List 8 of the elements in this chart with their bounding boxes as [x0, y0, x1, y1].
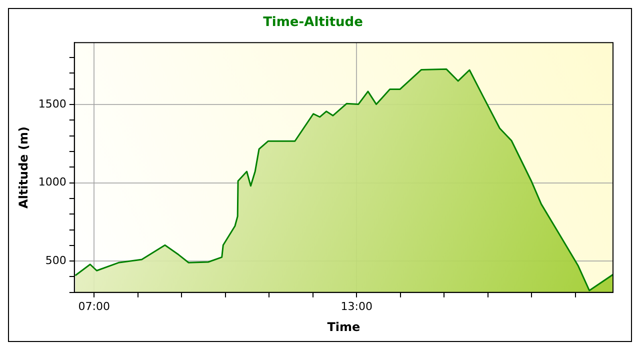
y-tick-label: 1500: [38, 97, 66, 110]
y-tick-label: 1000: [38, 176, 66, 189]
x-tick-label: 13:00: [340, 300, 372, 313]
x-axis-title: Time: [327, 320, 360, 334]
y-tick-label: 500: [45, 254, 66, 267]
chart-title: Time-Altitude: [263, 15, 364, 30]
x-tick-label: 07:00: [78, 300, 110, 313]
y-axis-title: Altitude (m): [16, 126, 30, 208]
